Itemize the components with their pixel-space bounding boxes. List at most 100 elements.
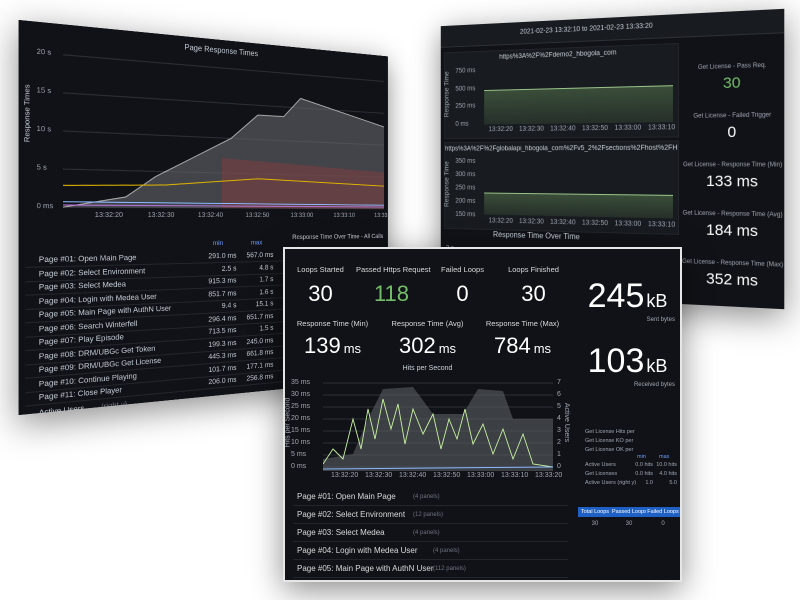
- y-tick-label: 750 ms: [455, 67, 476, 75]
- chart-title: Hits per Second: [402, 365, 453, 372]
- y-tick-label: 15 ms: [291, 427, 311, 434]
- big-label: Received bytes: [633, 382, 675, 388]
- stat-value: 302 ms: [380, 333, 475, 359]
- stat-label: Passed Https Request: [356, 265, 431, 274]
- panel: https%3A%2F%2Fglobalapi_hbogola_com%2Fv5…: [444, 140, 680, 236]
- legend-max: 1.6 s: [259, 286, 274, 296]
- table-min: 0.0 hits: [635, 462, 653, 468]
- x-tick-label: 13:33:10: [647, 124, 676, 132]
- chart-plot: [62, 44, 385, 218]
- row-note: (12 panels): [413, 512, 444, 518]
- legend-max: 4.8 s: [259, 262, 274, 272]
- y2-label: Active Users: [563, 402, 571, 443]
- x-tick-label: 13:32:20: [331, 472, 359, 479]
- big-value: 103 kB: [575, 342, 680, 381]
- area: [484, 85, 673, 125]
- x-tick-label: 13:32:30: [147, 211, 175, 220]
- stat-label: Get License - Response Time (Avg): [682, 210, 783, 219]
- y-tick-label: 35 ms: [291, 379, 311, 386]
- stat-label: Loops Started: [297, 265, 344, 274]
- y-tick-label: 20 s: [36, 48, 52, 58]
- legend-min: 2.5 s: [221, 263, 237, 273]
- x-tick-label: 13:32:50: [433, 472, 461, 479]
- table-name: Active Users (right y): [585, 480, 637, 486]
- row-title: Page #01: Open Main Page: [297, 492, 396, 501]
- area: [484, 192, 673, 219]
- y-tick-label: 25 ms: [291, 403, 311, 410]
- stat-value: 784 ms: [475, 333, 570, 359]
- row-title: Page #04: Login with Medea User: [297, 546, 418, 555]
- x-tick-label: 13:32:20: [488, 217, 513, 225]
- panel-title: https%3A%2F%2Fglobalapi_hbogola_com%2Fv5…: [445, 144, 679, 153]
- panel-title: https%3A%2F%2Fdemo2_hbogola_com: [499, 49, 617, 61]
- stat-value: 30: [308, 281, 333, 306]
- big-number: 245: [587, 277, 645, 315]
- dashboard-back-left: Page Response Times Response Times 13:32…: [18, 19, 388, 416]
- legend-note: (right y): [101, 398, 128, 411]
- stat-label: Failed Loops: [441, 265, 484, 274]
- y-tick-label: 200 ms: [455, 197, 476, 205]
- collapsed-row[interactable]: Page #02: Select Environment (12 panels): [293, 507, 568, 524]
- y-label: Response Time: [444, 71, 451, 118]
- x-tick-label: 13:32:40: [550, 218, 576, 227]
- x-tick-label: 13:33:00: [614, 220, 642, 228]
- stat-label: Get License - Response Time (Max): [682, 258, 784, 269]
- x-tick-label: 13:33:00: [290, 212, 314, 219]
- stat-value: 0: [456, 281, 469, 306]
- legend-item[interactable]: Get License OK per: [585, 447, 634, 453]
- stat-label: Get License - Failed Trigger: [693, 112, 772, 120]
- table-header: min: [637, 454, 646, 460]
- stat-number: 139: [303, 333, 341, 358]
- x-tick-label: 13:32:40: [399, 472, 427, 479]
- loops-value: 30: [625, 521, 633, 527]
- legend-max: 1.7 s: [259, 274, 274, 284]
- x-tick-label: 13:32:40: [197, 211, 224, 220]
- collapsed-row[interactable]: Page #04: Login with Medea User (4 panels…: [293, 543, 568, 560]
- stat-value: 0: [727, 123, 737, 142]
- table-max: 5.0: [669, 480, 677, 486]
- legend-min: 291.0 ms: [208, 250, 237, 261]
- stat-label: Response Time (Avg): [391, 319, 464, 328]
- y2-tick-label: 4: [557, 415, 561, 422]
- legend-item[interactable]: Get License Hits per: [585, 429, 635, 435]
- stat-label: Get License - Response Time (Min): [682, 162, 783, 169]
- collapsed-row[interactable]: Page #03: Select Medea (4 panels): [293, 525, 568, 542]
- big-unit: kB: [646, 356, 668, 376]
- x-tick-label: 13:33:10: [501, 472, 529, 479]
- y-tick-label: 10 ms: [291, 439, 311, 446]
- legend-item[interactable]: Get License KO per: [585, 438, 634, 444]
- collapsed-row[interactable]: Page #05: Main Page with AuthN User (112 …: [293, 561, 568, 578]
- stat-label: Get License - Pass Req.: [697, 62, 767, 72]
- x-tick-label: 13:32:30: [365, 472, 393, 479]
- y-tick-label: 250 ms: [455, 184, 476, 192]
- stat-value: 139 ms: [285, 333, 380, 359]
- table-name: Get Licenses: [585, 471, 618, 477]
- x-tick-label: 13:32:20: [94, 211, 123, 220]
- table-name: Active Users: [585, 462, 616, 468]
- stat-value: 184 ms: [706, 221, 758, 241]
- row-note: (4 panels): [413, 530, 440, 536]
- big-label: Sent bytes: [646, 317, 675, 323]
- chart-plot: [323, 382, 553, 471]
- loops-value: 0: [661, 521, 665, 527]
- y-tick-label: 250 ms: [455, 102, 476, 111]
- stat-value: 118: [373, 281, 410, 306]
- stat-value: 30: [723, 73, 741, 93]
- y-label: Response Times: [23, 84, 32, 143]
- x-tick-label: 13:32:40: [550, 125, 576, 133]
- x-tick-label: 13:32:50: [245, 212, 270, 219]
- x-tick-label: 13:33:00: [614, 124, 642, 132]
- y2-tick-label: 7: [557, 379, 561, 386]
- legend-header: min: [212, 239, 224, 248]
- collapsed-row[interactable]: Page #01: Open Main Page (4 panels): [293, 489, 568, 506]
- y2-tick-label: 1: [557, 451, 561, 458]
- stat-unit: ms: [343, 341, 362, 356]
- loops-value: 30: [591, 521, 599, 527]
- y-tick-label: 300 ms: [455, 171, 476, 179]
- legend-min: 851.7 ms: [208, 287, 237, 299]
- y-label: Response Time: [444, 161, 451, 208]
- row-title: Page #05: Main Page with AuthN User: [297, 564, 434, 573]
- y2-tick-label: 2: [557, 439, 561, 446]
- y2-tick-label: 5: [557, 403, 561, 410]
